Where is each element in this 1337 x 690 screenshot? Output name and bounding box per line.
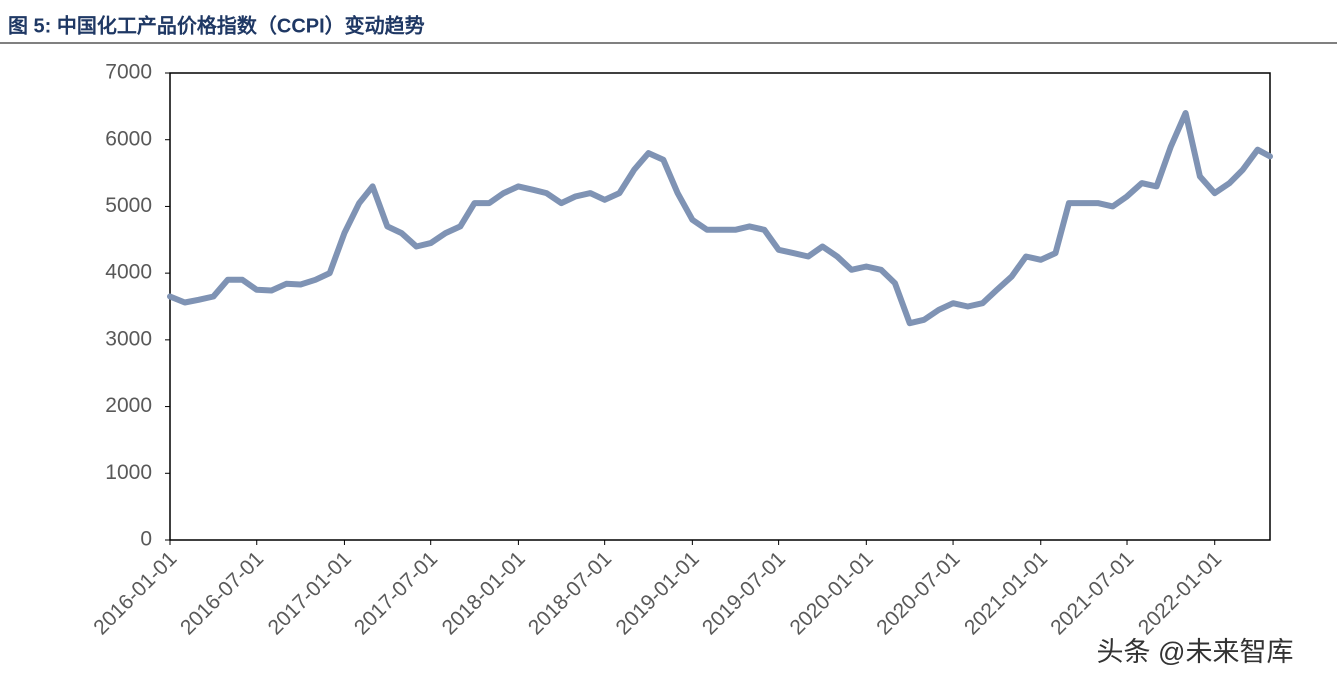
series-line — [167, 110, 1273, 327]
x-tick-label: 2020-07-01 — [872, 547, 964, 639]
y-tick-label: 1000 — [105, 461, 152, 484]
x-tick-label: 2019-01-01 — [612, 547, 704, 639]
y-tick-label: 5000 — [105, 194, 152, 217]
y-tick-label: 7000 — [105, 61, 152, 84]
x-tick-label: 2021-01-01 — [960, 547, 1052, 639]
x-tick-label: 2019-07-01 — [698, 547, 790, 639]
y-tick-label: 4000 — [105, 261, 152, 284]
x-tick-label: 2017-07-01 — [350, 547, 442, 639]
x-tick-label: 2016-07-01 — [176, 547, 268, 639]
x-tick-label: 2018-07-01 — [524, 547, 616, 639]
chart-title: 图 5: 中国化工产品价格指数（CCPI）变动趋势 — [8, 13, 425, 37]
watermark: 头条 @未来智库 — [1097, 637, 1294, 667]
plot-frame — [169, 72, 1271, 541]
x-tick-label: 2022-01-01 — [1134, 547, 1226, 639]
y-tick-label: 0 — [140, 528, 152, 551]
y-tick-label: 2000 — [105, 394, 152, 417]
y-tick-label: 6000 — [105, 127, 152, 150]
x-tick-label: 2020-01-01 — [786, 547, 878, 639]
x-tick-label: 2017-01-01 — [264, 547, 356, 639]
x-tick-label: 2018-01-01 — [438, 547, 530, 639]
y-tick-label: 3000 — [105, 327, 152, 350]
x-tick-label: 2016-01-01 — [89, 547, 181, 639]
x-tick-label: 2021-07-01 — [1046, 547, 1138, 639]
